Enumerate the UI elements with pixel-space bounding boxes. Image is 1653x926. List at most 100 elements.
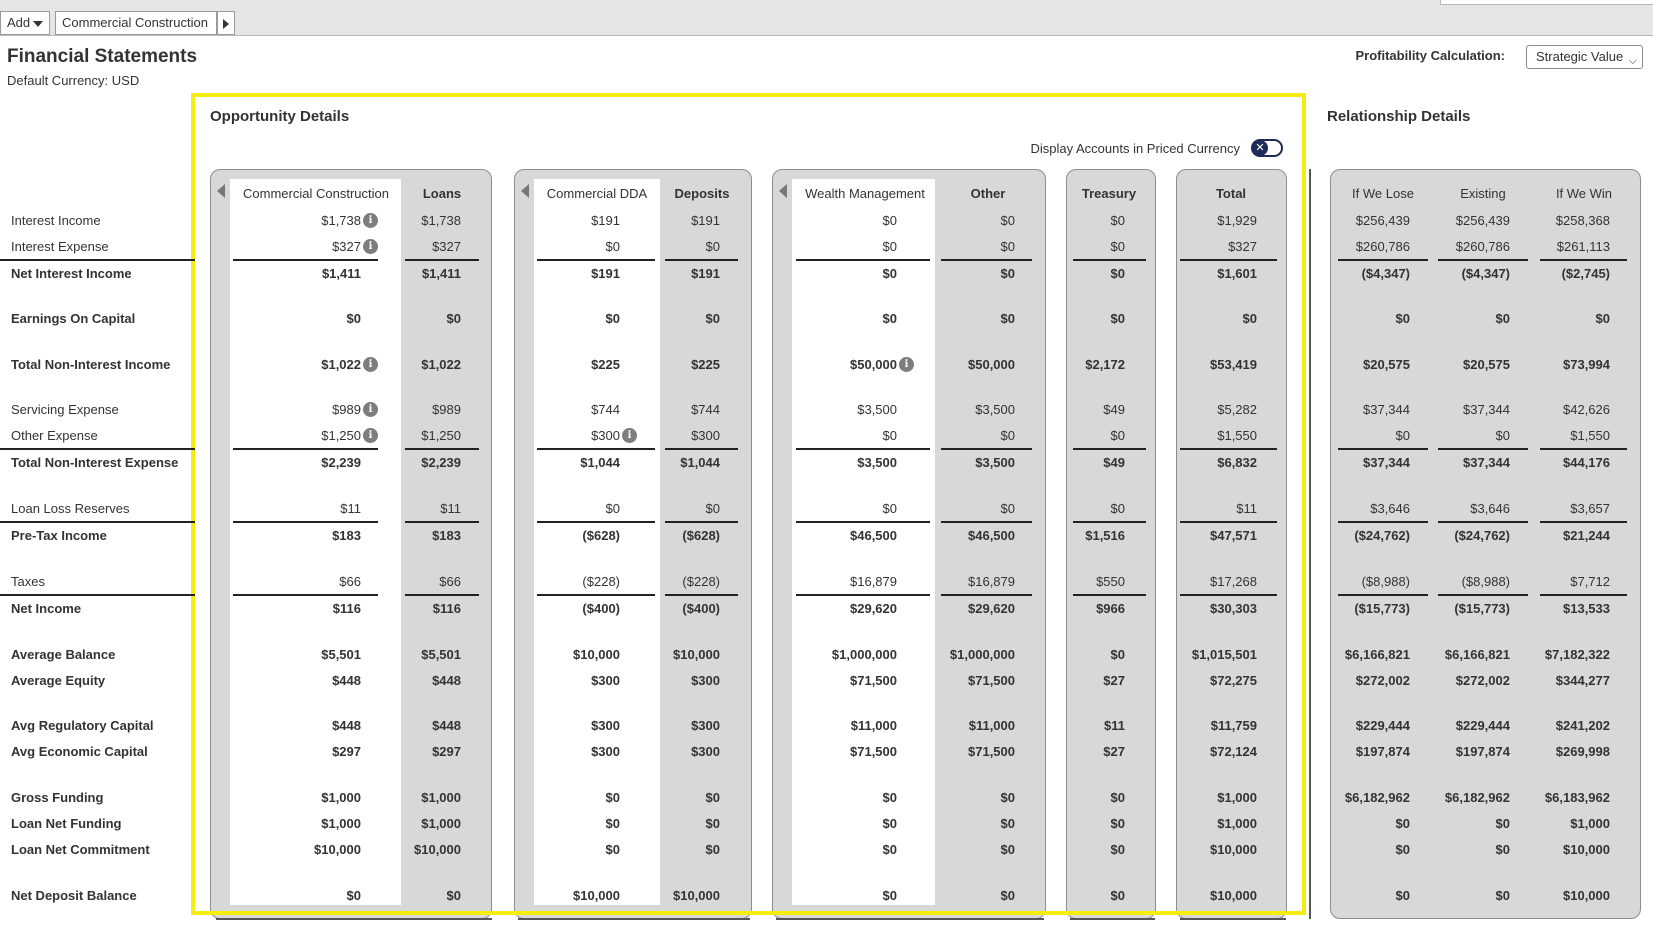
cell-treasury-net-deposit-balance: $0 xyxy=(1111,888,1125,903)
column-header-total[interactable]: Total xyxy=(1215,186,1247,201)
cell-value: $197,874 xyxy=(1455,744,1510,759)
cell-value: $50,000 xyxy=(850,357,897,372)
cell-deposits-loan-loss-reserves: $0 xyxy=(706,501,720,516)
top-right-field[interactable] xyxy=(1440,0,1653,5)
cell-value: $11 xyxy=(1104,718,1125,733)
profitability-select[interactable]: Strategic Value ⌵ xyxy=(1526,45,1643,69)
column-header-deposits[interactable]: Deposits xyxy=(674,186,730,201)
cell-value: $1,000 xyxy=(1570,816,1610,831)
cell-cc-interest-expense: $327 i xyxy=(332,239,378,255)
cell-total-average-balance: $1,015,501 xyxy=(1192,647,1257,662)
collapse-left-icon[interactable] xyxy=(217,184,225,198)
cell-value: $116 xyxy=(432,601,461,616)
cell-cc-net-interest-income: $1,411 xyxy=(322,266,378,281)
column-header-dda[interactable]: Commercial DDA xyxy=(546,186,648,201)
cell-value: $5,501 xyxy=(421,647,461,662)
cell-value: $2,239 xyxy=(421,455,461,470)
add-dropdown-button[interactable]: Add xyxy=(0,11,50,35)
column-header-loans[interactable]: Loans xyxy=(422,186,462,201)
cell-existing-total-non-interest-income: $20,575 xyxy=(1463,357,1510,372)
cell-value: $989 xyxy=(332,402,361,417)
cell-value: $0 xyxy=(1242,311,1257,326)
column-header-lose[interactable]: If We Lose xyxy=(1352,186,1414,201)
cell-value: $0 xyxy=(1110,501,1125,516)
subtotal-line xyxy=(941,448,1032,450)
cell-loans-pre-tax-income: $183 xyxy=(432,528,461,543)
cell-treasury-gross-funding: $0 xyxy=(1111,790,1125,805)
cell-value: $2,172 xyxy=(1085,357,1125,372)
info-icon[interactable]: i xyxy=(363,402,378,418)
cell-value: $256,439 xyxy=(1455,213,1510,228)
info-icon[interactable]: i xyxy=(622,428,637,444)
cell-other-loan-net-commitment: $0 xyxy=(1001,842,1015,857)
cell-cc-interest-income: $1,738 i xyxy=(321,213,378,229)
cell-value: $197,874 xyxy=(1355,744,1410,759)
row-label-gross-funding: Gross Funding xyxy=(11,790,104,805)
cell-loans-taxes: $66 xyxy=(439,574,461,589)
cell-existing-loan-net-funding: $0 xyxy=(1496,816,1510,831)
cell-win-loan-net-funding: $1,000 xyxy=(1570,816,1610,831)
cell-value: $0 xyxy=(1000,239,1015,254)
cell-wm-avg-regulatory-capital: $11,000 xyxy=(851,718,914,733)
cell-other-loan-net-funding: $0 xyxy=(1001,816,1015,831)
row-label-servicing-expense: Servicing Expense xyxy=(11,402,119,417)
cell-value: $344,277 xyxy=(1555,673,1610,688)
row-separator-line xyxy=(0,448,195,450)
collapse-left-icon[interactable] xyxy=(779,184,787,198)
column-header-existing[interactable]: Existing xyxy=(1460,186,1506,201)
cell-value: $0 xyxy=(1000,816,1015,831)
cell-existing-pre-tax-income: ($24,762) xyxy=(1454,528,1510,543)
info-icon[interactable]: i xyxy=(899,357,914,373)
priced-currency-toggle[interactable]: ✕ xyxy=(1251,139,1283,157)
cell-other-earnings-on-capital: $0 xyxy=(1001,311,1015,326)
cell-dda-net-income: ($400) xyxy=(582,601,637,616)
cell-value: $225 xyxy=(591,357,620,372)
cell-value: ($400) xyxy=(682,601,720,616)
cell-value: $0 xyxy=(705,239,720,254)
column-header-treasury[interactable]: Treasury xyxy=(1081,186,1137,201)
cell-value: ($228) xyxy=(582,574,620,589)
cell-value: $11,000 xyxy=(968,718,1015,733)
column-header-win[interactable]: If We Win xyxy=(1555,186,1613,201)
row-label-total-non-interest-income: Total Non-Interest Income xyxy=(11,357,171,372)
cell-total-servicing-expense: $5,282 xyxy=(1217,402,1257,417)
column-header-other[interactable]: Other xyxy=(970,186,1006,201)
cell-total-loan-loss-reserves: $11 xyxy=(1236,501,1257,516)
panel-relationship xyxy=(1330,169,1641,919)
collapse-left-icon[interactable] xyxy=(521,184,529,198)
cell-wm-earnings-on-capital: $0 xyxy=(883,311,914,326)
cell-value: $0 xyxy=(705,501,720,516)
cell-existing-taxes: ($8,988) xyxy=(1462,574,1510,589)
cell-other-average-equity: $71,500 xyxy=(968,673,1015,688)
cell-win-servicing-expense: $42,626 xyxy=(1563,402,1610,417)
cell-value: $11 xyxy=(1236,501,1257,516)
cell-lose-average-balance: $6,166,821 xyxy=(1345,647,1410,662)
bottom-edge xyxy=(1070,918,1155,920)
info-icon[interactable]: i xyxy=(363,357,378,373)
tab-scroll-right-button[interactable] xyxy=(217,11,235,35)
cell-value: ($2,745) xyxy=(1561,266,1610,281)
cell-value: $5,282 xyxy=(1217,402,1257,417)
subtotal-line xyxy=(665,259,738,261)
info-icon[interactable]: i xyxy=(363,239,378,255)
cell-win-total-non-interest-expense: $44,176 xyxy=(1563,455,1610,470)
cell-cc-average-equity: $448 xyxy=(332,673,378,688)
cell-value: $327 xyxy=(332,239,361,254)
tab-commercial-construction[interactable]: Commercial Construction xyxy=(55,11,217,35)
info-icon[interactable]: i xyxy=(363,213,378,229)
cell-treasury-earnings-on-capital: $0 xyxy=(1111,311,1125,326)
cell-loans-avg-regulatory-capital: $448 xyxy=(432,718,461,733)
cell-value: $0 xyxy=(1000,888,1015,903)
cell-lose-net-deposit-balance: $0 xyxy=(1396,888,1410,903)
column-header-wm[interactable]: Wealth Management xyxy=(805,186,925,201)
cell-value: $1,000,000 xyxy=(831,647,897,662)
info-icon[interactable]: i xyxy=(363,428,378,444)
cell-value: $3,500 xyxy=(975,402,1015,417)
column-header-cc[interactable]: Commercial Construction xyxy=(243,186,389,201)
cell-value: $0 xyxy=(1110,816,1125,831)
cell-value: $258,368 xyxy=(1555,213,1610,228)
cell-existing-avg-regulatory-capital: $229,444 xyxy=(1456,718,1510,733)
cell-deposits-avg-economic-capital: $300 xyxy=(691,744,720,759)
cell-value: $256,439 xyxy=(1355,213,1410,228)
cell-value: $260,786 xyxy=(1355,239,1410,254)
